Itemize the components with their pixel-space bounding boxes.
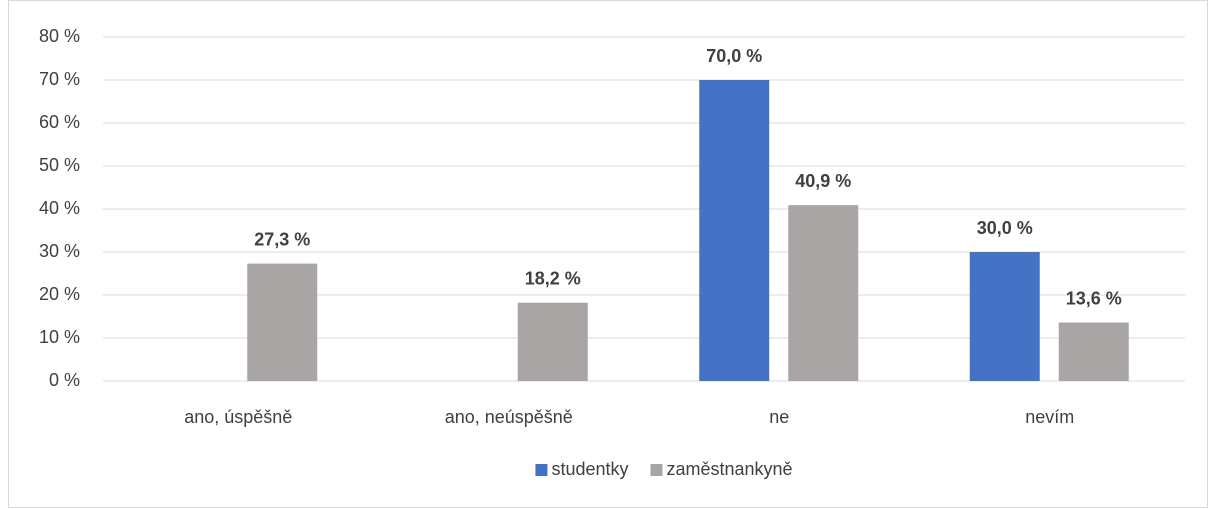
x-tick-label: ne bbox=[769, 407, 789, 427]
value-label: 40,9 % bbox=[795, 171, 851, 191]
y-tick-label: 80 % bbox=[39, 26, 80, 46]
legend-swatch bbox=[650, 464, 663, 476]
x-tick-label: nevím bbox=[1025, 407, 1074, 427]
bar bbox=[788, 205, 859, 381]
y-tick-label: 10 % bbox=[39, 327, 80, 347]
legend-label: zaměstnankyně bbox=[666, 459, 792, 479]
y-tick-label: 70 % bbox=[39, 69, 80, 89]
value-label: 27,3 % bbox=[254, 229, 310, 249]
x-tick-label: ano, úspěšně bbox=[184, 407, 292, 427]
bar bbox=[699, 80, 770, 381]
bar bbox=[1058, 322, 1129, 381]
y-tick-label: 0 % bbox=[49, 370, 80, 390]
y-tick-label: 20 % bbox=[39, 284, 80, 304]
value-label: 70,0 % bbox=[706, 46, 762, 66]
bar bbox=[517, 302, 588, 381]
y-tick-label: 50 % bbox=[39, 155, 80, 175]
y-tick-label: 30 % bbox=[39, 241, 80, 261]
value-label: 30,0 % bbox=[977, 218, 1033, 238]
value-label: 13,6 % bbox=[1066, 288, 1122, 308]
bar bbox=[247, 263, 318, 381]
bar bbox=[969, 252, 1040, 381]
legend-swatch bbox=[535, 464, 548, 476]
x-tick-label: ano, neúspěšně bbox=[445, 407, 573, 427]
legend-label: studentky bbox=[551, 459, 628, 479]
y-tick-label: 40 % bbox=[39, 198, 80, 218]
value-label: 18,2 % bbox=[525, 268, 581, 288]
y-tick-label: 60 % bbox=[39, 112, 80, 132]
